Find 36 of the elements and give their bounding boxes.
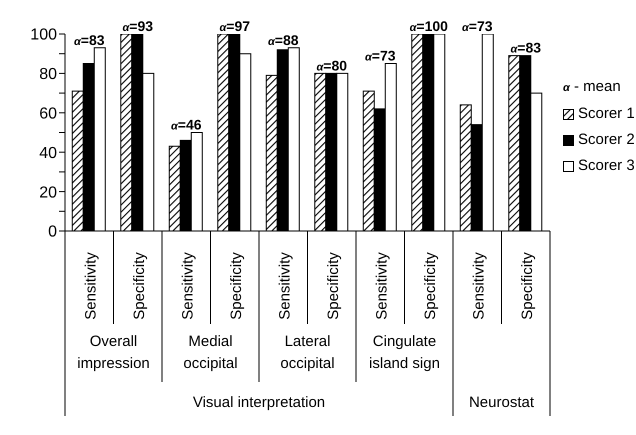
- y-tick-label: 80: [39, 66, 58, 84]
- x-tick-label: Sensitivity: [470, 252, 488, 320]
- y-tick-label: 40: [39, 144, 58, 162]
- x-tick-label: Sensitivity: [82, 252, 100, 320]
- text: Medial occipital: [183, 333, 238, 372]
- text: Cingulate island sign: [369, 333, 440, 372]
- legend-label: Scorer 3: [578, 156, 635, 176]
- y-tick-label: 60: [39, 105, 58, 122]
- annotation: α=83: [510, 40, 542, 56]
- x-tick-label: Sensitivity: [373, 252, 390, 320]
- annotation: α=88: [268, 32, 299, 48]
- annotation: α=73: [364, 48, 396, 64]
- y-tick-label: 0: [48, 224, 58, 241]
- x-tick-label: Specificity: [228, 252, 245, 320]
- text: Lateral occipital: [280, 333, 335, 372]
- text: α - mean: [563, 77, 622, 97]
- legend-label: Scorer 1: [578, 104, 635, 124]
- text: Visual interpretation: [192, 394, 326, 411]
- x-tick-label: Sensitivity: [179, 252, 196, 320]
- annotation: α=97: [219, 18, 250, 34]
- annotation: α=73: [462, 18, 493, 34]
- y-tick-label: 20: [39, 184, 58, 202]
- annotation: α=80: [316, 57, 348, 74]
- x-tick-label: Sensitivity: [276, 252, 294, 320]
- legend-label: Scorer 2: [578, 130, 635, 150]
- text: Overall impression: [77, 333, 150, 372]
- annotation: α=83: [74, 32, 105, 48]
- annotation: α=100: [410, 18, 448, 34]
- x-tick-label: Specificity: [324, 252, 342, 320]
- x-tick-label: Specificity: [518, 252, 536, 320]
- annotation: α=93: [122, 18, 154, 34]
- y-tick-label: 100: [30, 26, 58, 44]
- text: Neurostat: [468, 394, 535, 411]
- annotation: α=46: [170, 116, 202, 132]
- x-tick-label: Specificity: [422, 252, 439, 320]
- x-tick-label: Specificity: [130, 252, 148, 320]
